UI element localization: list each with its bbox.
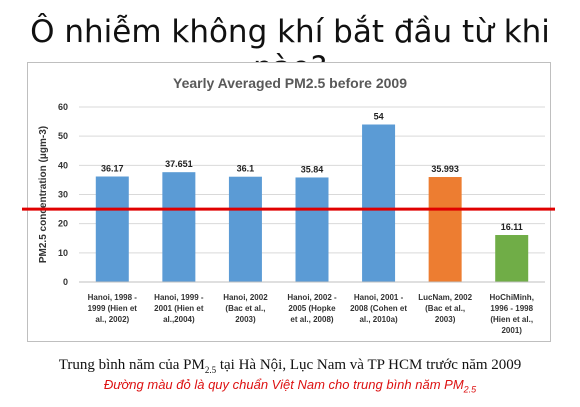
bar [295, 177, 329, 282]
x-tick-label: Hanoi, 1998 -1999 (Hien et al., 2002) [88, 293, 138, 324]
caption-subscript: 2.5 [204, 365, 217, 375]
caption-text-end: tại Hà Nội, Lục Nam và TP HCM trước năm … [216, 357, 522, 373]
y-tick-label: 60 [58, 102, 68, 112]
note-subscript: 2.5 [463, 384, 477, 395]
chart-caption: Trung bình năm của PM2.5 tại Hà Nội, Lục… [0, 357, 580, 375]
bar [162, 172, 196, 282]
y-tick-label: 20 [58, 219, 68, 229]
bar [362, 124, 396, 282]
y-tick-label: 40 [58, 160, 68, 170]
data-label: 36.17 [101, 164, 124, 174]
note-text: Đường màu đỏ là quy chuẩn Việt Nam cho t… [103, 377, 464, 392]
x-tick-label: Hanoi, 1999 -2001 (Hien et al.,2004) [154, 293, 204, 324]
bar [495, 235, 529, 282]
x-tick-label: Hanoi, 2002 (Bac et al., 2003) [223, 293, 268, 324]
bar [228, 176, 262, 282]
bar [95, 176, 129, 282]
data-label: 54 [374, 112, 384, 122]
x-tick-label: Hanoi, 2001 -2008 (Cohen et al., 2010a) [350, 293, 407, 324]
x-tick-label: Hanoi, 2002 -2005 (Hopke et al., 2008) [287, 293, 337, 324]
bar [428, 177, 462, 282]
caption-text-start: Trung bình năm của PM [58, 357, 205, 373]
chart-title: Yearly Averaged PM2.5 before 2009 [173, 75, 407, 91]
data-label: 37.651 [165, 159, 193, 169]
data-label: 35.993 [431, 164, 459, 174]
data-label: 35.84 [301, 164, 324, 174]
x-tick-label: HoChiMinh, 1996 - 1998 (Hien et al., 2001) [489, 293, 533, 335]
x-tick-label: LucNam, 2002 (Bac et al., 2003) [418, 293, 472, 324]
y-axis-label: PM2.5 concentration (μgm-3) [38, 126, 49, 263]
y-tick-label: 0 [63, 277, 68, 287]
y-tick-label: 50 [58, 131, 68, 141]
data-label: 36.1 [237, 164, 255, 174]
threshold-note: Đường màu đỏ là quy chuẩn Việt Nam cho t… [0, 377, 580, 395]
y-tick-label: 30 [58, 190, 68, 200]
data-label: 16.11 [501, 222, 523, 232]
y-tick-label: 10 [58, 248, 68, 258]
